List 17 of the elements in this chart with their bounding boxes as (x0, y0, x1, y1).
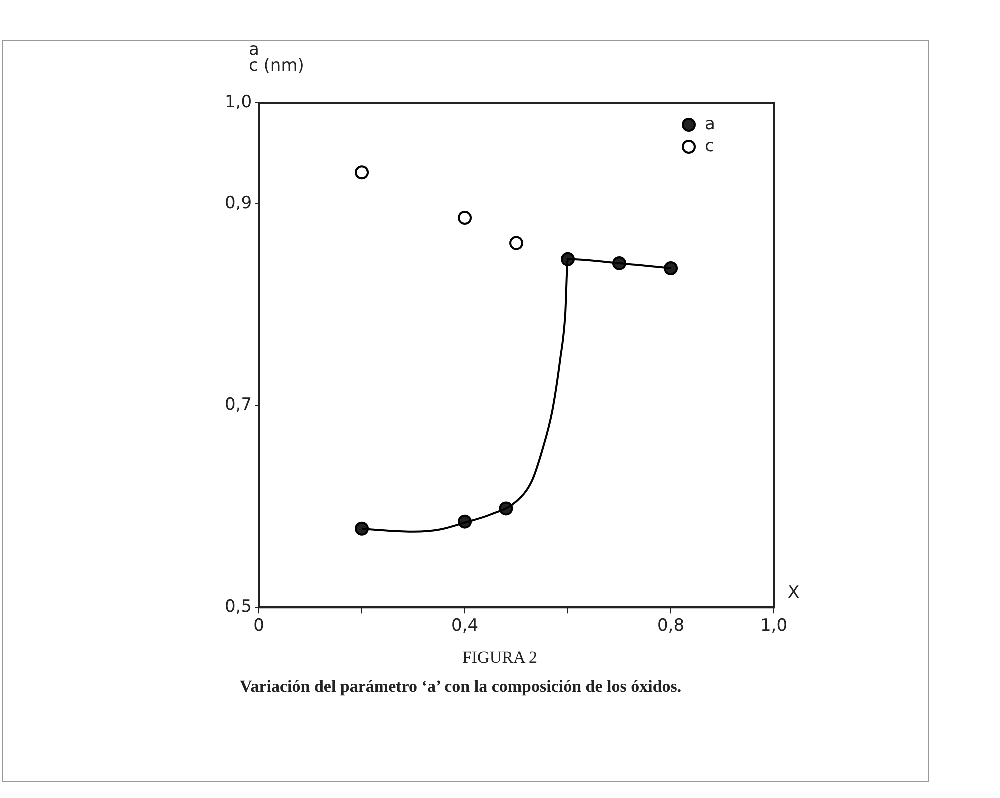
x-tick-label: 0,8 (657, 616, 685, 636)
x-tick-label: 0,4 (452, 616, 479, 636)
y-tick-label: 1,0 (224, 92, 252, 112)
y-tick-label: 0,7 (224, 395, 252, 416)
point (458, 211, 472, 226)
x-axis-title: X (788, 583, 800, 604)
y-axis-title: a c (nm) (249, 40, 304, 76)
x-tick-label: 1,0 (760, 616, 788, 636)
point (355, 166, 370, 180)
legend-label: c (705, 136, 714, 156)
y-tick-label: 0,9 (224, 193, 252, 214)
legend-label: a (705, 114, 716, 134)
y-tick-label: 0,5 (224, 597, 252, 618)
point (510, 236, 524, 250)
text: FIGURA 2 (461, 648, 539, 668)
text: Variación del parámetro ‘a’ con la composición de los óxidos. (240, 676, 683, 698)
x-tick-label: 0 (254, 616, 264, 636)
